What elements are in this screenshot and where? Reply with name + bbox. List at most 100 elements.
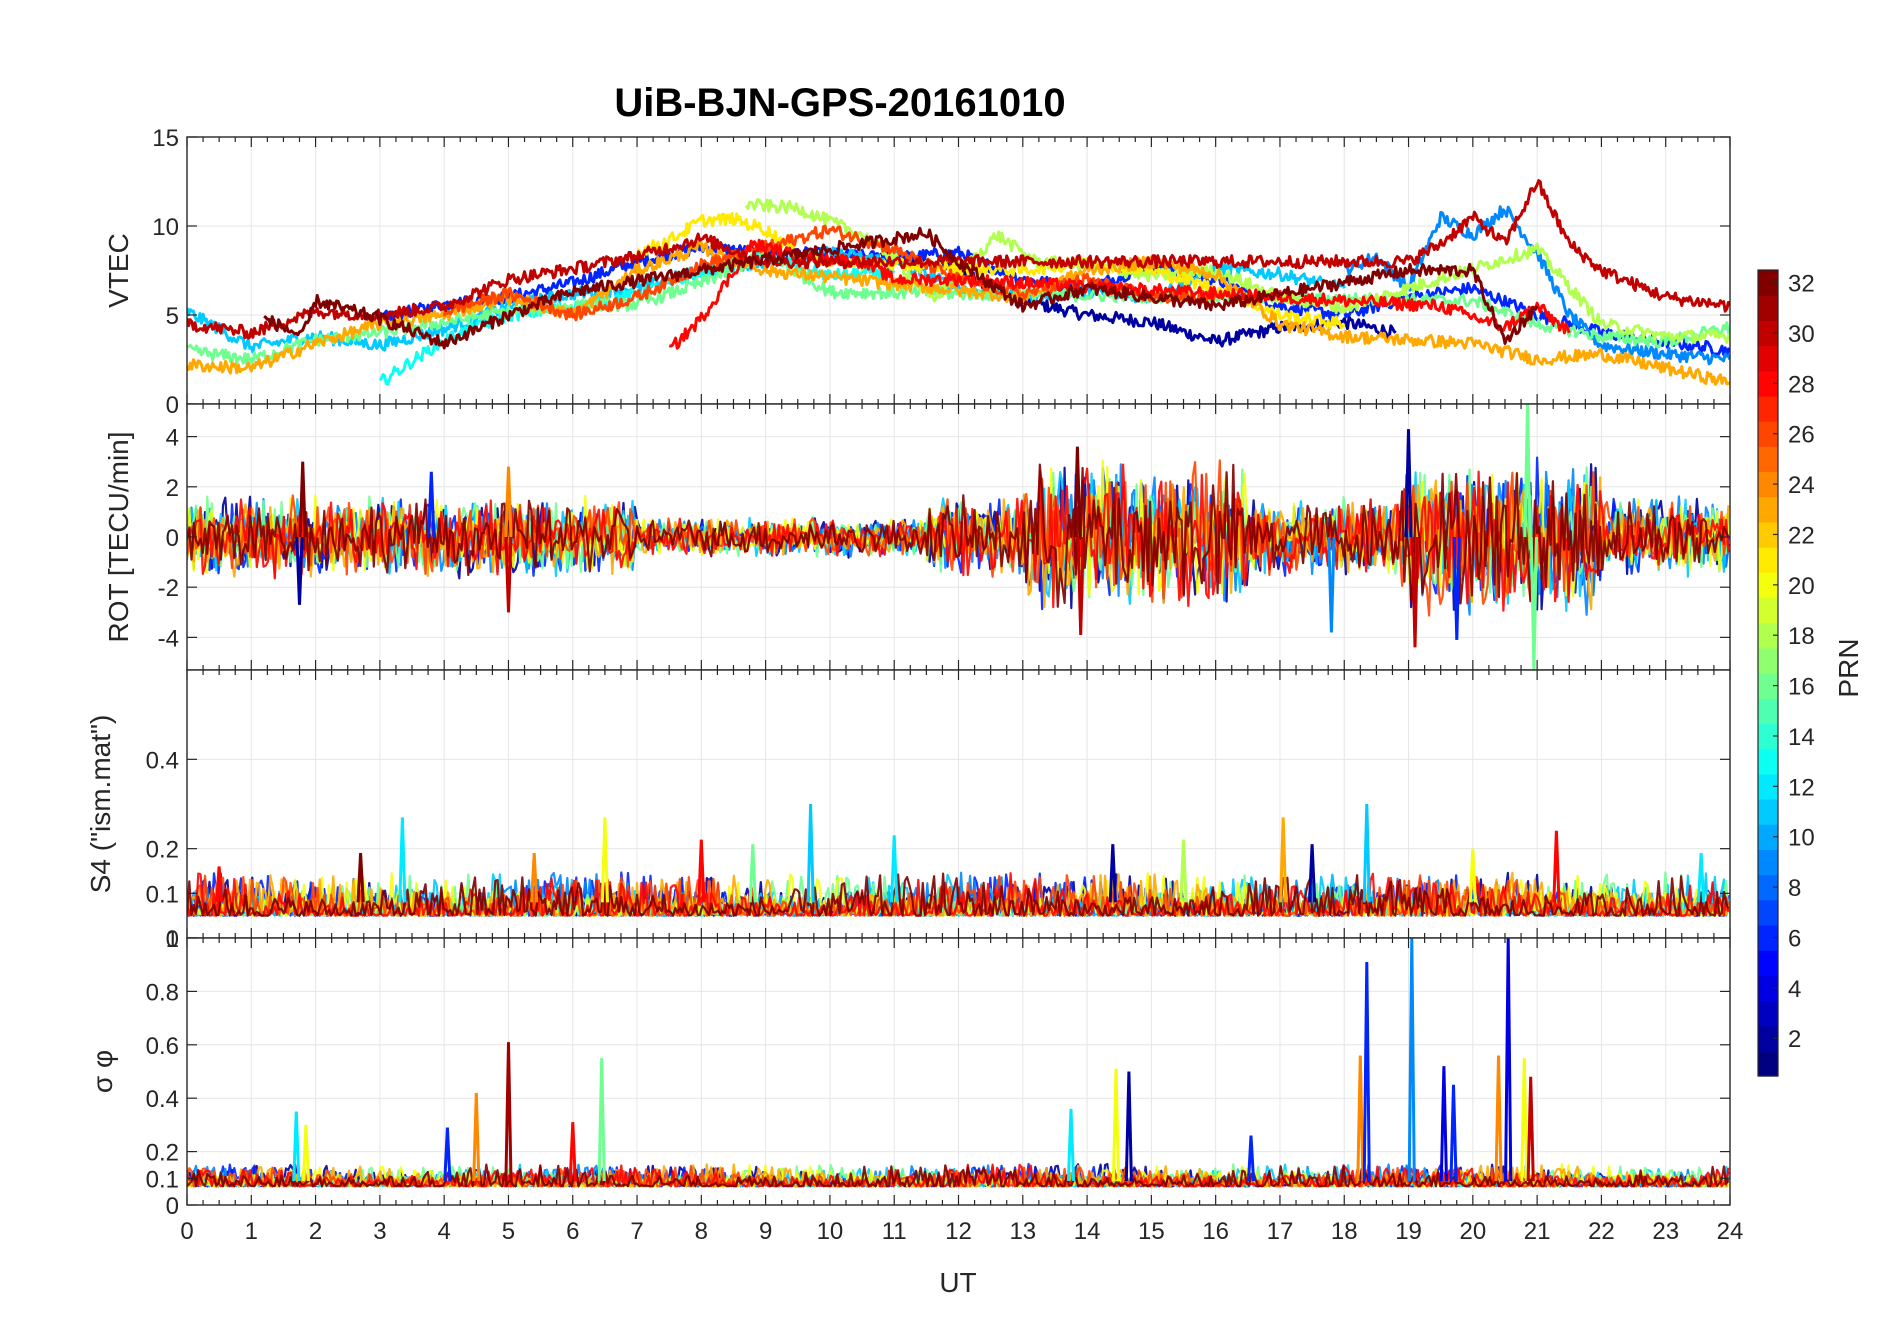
sigma-spike — [301, 1124, 310, 1182]
chart-title: UiB-BJN-GPS-20161010 — [614, 81, 1065, 125]
x-tick-label: 18 — [1331, 1218, 1358, 1245]
s4-spike — [697, 839, 706, 903]
colorbar-swatch — [1758, 773, 1778, 800]
colorbar-tick-label: 18 — [1788, 623, 1815, 650]
colorbar-tick-label: 20 — [1788, 573, 1815, 600]
sigma-spike — [568, 1122, 577, 1182]
colorbar-frame — [1757, 269, 1779, 1077]
y-axis-label: ROT [TECU/min] — [103, 431, 134, 642]
data-layer — [187, 938, 1730, 1188]
colorbar-tick-label: 14 — [1788, 724, 1815, 751]
rot-spike — [504, 536, 513, 613]
sigma-spike — [1247, 1135, 1256, 1182]
colorbar-tick-label: 6 — [1788, 925, 1801, 952]
x-tick-label: 12 — [945, 1218, 972, 1245]
colorbar-tick-label: 2 — [1788, 1026, 1801, 1053]
panel-s4: 0 0.1 0.2 0.4 S4 ("ism.mat") — [85, 669, 1731, 953]
s4-spike — [398, 817, 407, 903]
colorbar-swatch — [1758, 496, 1778, 523]
sigma-spike — [1356, 1055, 1365, 1182]
y-tick-label: 1 — [166, 926, 179, 953]
panel-vtec: 0 5 10 15 VTEC — [103, 125, 1731, 419]
rot-spike — [1404, 429, 1413, 538]
y-tick-label: 15 — [152, 125, 179, 152]
colorbar-tick-label: 4 — [1788, 976, 1801, 1003]
sigma-spike — [597, 1058, 606, 1182]
x-tick-label: 8 — [695, 1218, 708, 1245]
panel-rot: -4 -2 0 2 4 ROT [TECU/min] — [103, 403, 1731, 671]
x-tick-label: 3 — [373, 1218, 386, 1245]
y-tick-label: 10 — [152, 214, 179, 241]
rot-spike — [1327, 536, 1336, 633]
vtec-series-prn-26 — [442, 224, 1217, 322]
colorbar-swatch — [1758, 824, 1778, 850]
sigma-spike — [504, 1042, 513, 1182]
y-tick-label: 0 — [166, 1193, 179, 1220]
x-tick-label: 13 — [1009, 1218, 1036, 1245]
colorbar-tick-label: 10 — [1788, 825, 1815, 852]
colorbar-swatch — [1758, 521, 1778, 548]
sigma-spike — [1494, 1055, 1503, 1182]
s4-spike — [1697, 853, 1706, 903]
x-tick-label: 4 — [437, 1218, 450, 1245]
sigma-spike — [443, 1127, 452, 1182]
s4-spike — [1468, 848, 1477, 903]
sigma-spike — [472, 1092, 481, 1182]
colorbar-swatch — [1758, 849, 1778, 876]
s4-spike — [1279, 817, 1288, 903]
x-tick-label: 11 — [882, 1218, 907, 1245]
s4-spike — [356, 853, 365, 903]
colorbar-tick-label: 22 — [1788, 522, 1815, 549]
x-tick-label: 14 — [1074, 1218, 1101, 1245]
colorbar-tick-label: 8 — [1788, 875, 1801, 902]
y-tick-label: -4 — [158, 625, 179, 652]
x-tick-label: 17 — [1267, 1218, 1294, 1245]
data-layer — [187, 179, 1730, 386]
colorbar-swatch — [1758, 395, 1778, 422]
sigma-spike — [1520, 1058, 1529, 1182]
y-tick-label: 0.6 — [146, 1033, 179, 1060]
y-tick-label: 0 — [166, 926, 179, 953]
y-tick-label: 0 — [166, 525, 179, 552]
x-tick-label: 19 — [1395, 1218, 1422, 1245]
tick-marks — [186, 136, 1731, 405]
s4-spike — [530, 853, 539, 903]
s4-spike — [806, 803, 815, 903]
x-tick-label: 15 — [1138, 1218, 1165, 1245]
colorbar-swatch — [1758, 975, 1778, 1002]
x-tick-label: 21 — [1524, 1218, 1551, 1245]
s4-spike — [1362, 803, 1371, 903]
tick-marks — [186, 404, 1731, 670]
sigma-spike — [292, 1111, 301, 1182]
colorbar-swatch — [1758, 421, 1778, 447]
colorbar-swatch — [1758, 748, 1778, 775]
colorbar-swatch — [1758, 295, 1778, 321]
colorbar-tick-label: 16 — [1788, 674, 1815, 701]
rot-spike — [1452, 536, 1461, 640]
panel-sigma: 00.10.20.40.60.81σ φ0 1 2 3 4 5 6 7 8 9 10 11 12 13 14… — [87, 926, 1743, 1245]
colorbar-label: PRN — [1833, 638, 1864, 697]
colorbar-swatch — [1758, 1025, 1778, 1052]
vtec-series-prn-23 — [187, 240, 1730, 386]
rot-spike — [1529, 536, 1538, 670]
sigma-spike — [1526, 1076, 1535, 1182]
colorbar-swatch — [1758, 471, 1778, 498]
x-tick-label: 16 — [1202, 1218, 1229, 1245]
sigma-spike — [1439, 1066, 1448, 1182]
rot-series-prn-32 — [187, 463, 1730, 608]
y-tick-label: 4 — [166, 425, 179, 452]
rot-spike — [1073, 446, 1082, 538]
colorbar-tick-label: 30 — [1788, 321, 1815, 348]
sigma-spike — [1449, 1084, 1458, 1182]
colorbar-tick-label: 24 — [1788, 472, 1815, 499]
y-axis-label: S4 ("ism.mat") — [85, 715, 116, 894]
colorbar-swatch — [1758, 874, 1778, 901]
colorbar-swatch — [1758, 723, 1778, 750]
x-tick-label: 22 — [1588, 1218, 1615, 1245]
x-tick-label: 1 — [245, 1218, 258, 1245]
y-tick-label: 0.2 — [146, 837, 179, 864]
tick-marks — [186, 937, 1731, 1206]
colorbar-swatch — [1758, 950, 1778, 976]
colorbar-swatch — [1758, 698, 1778, 724]
